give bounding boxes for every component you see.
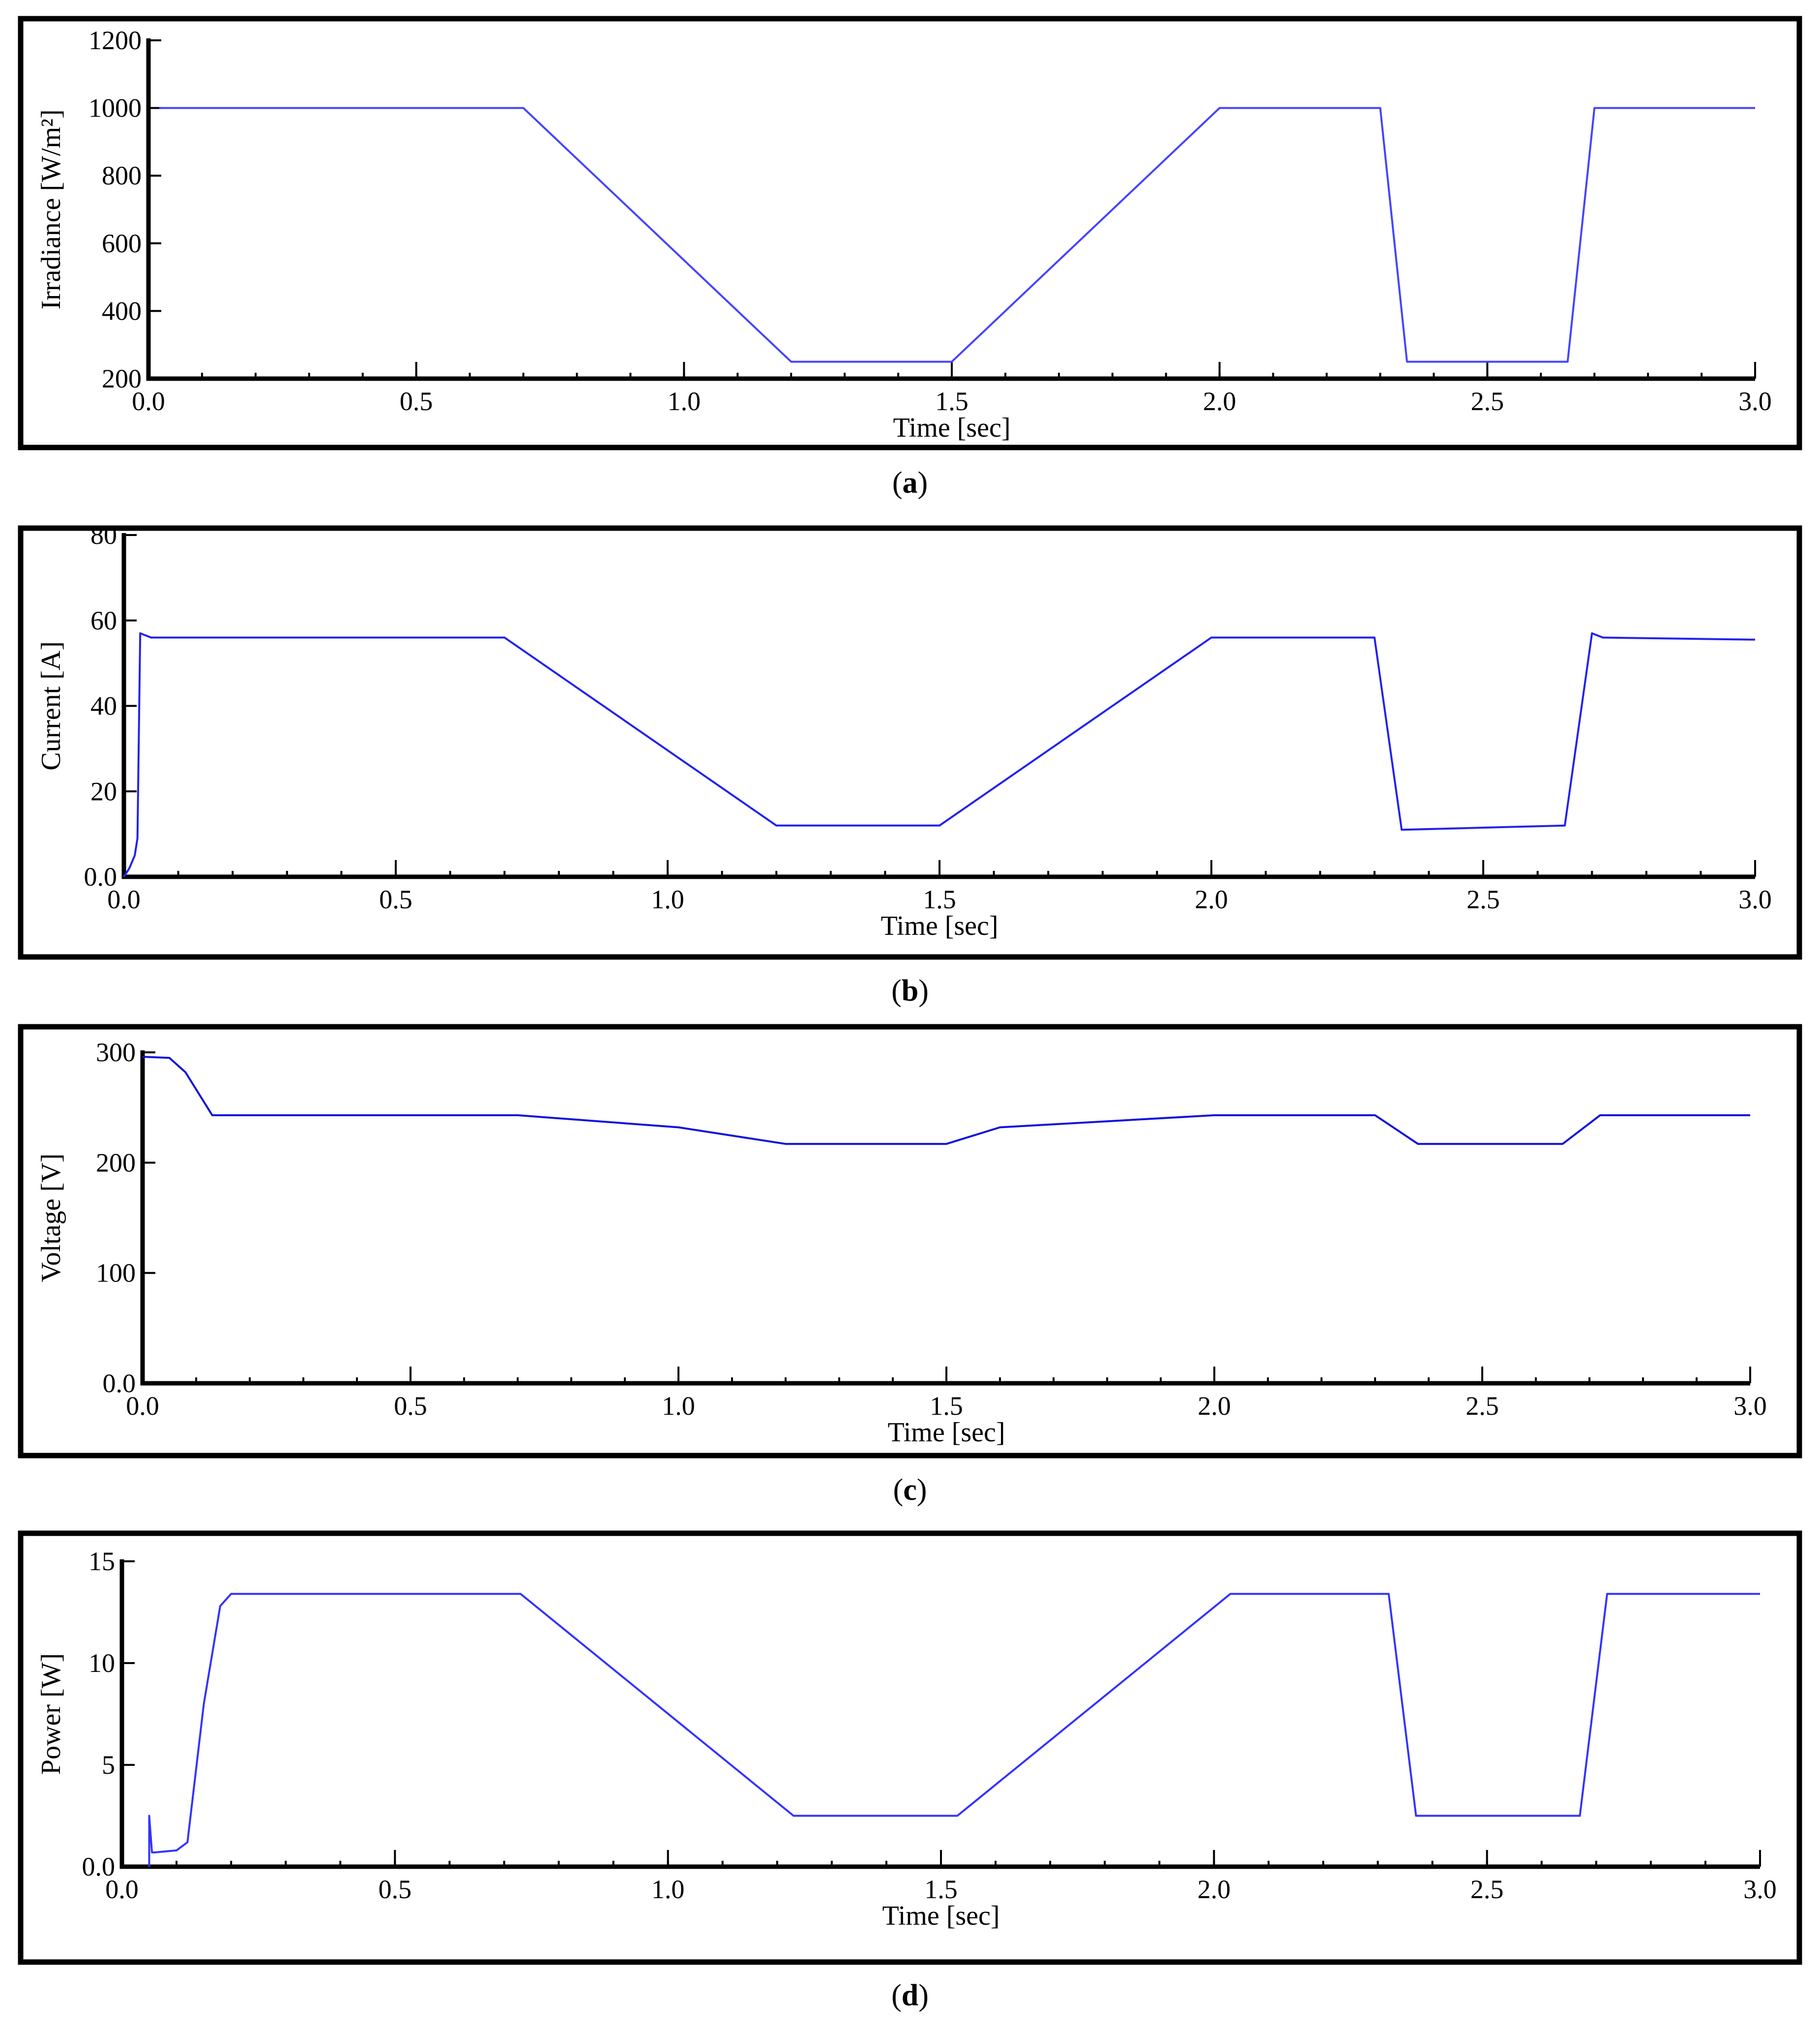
y-axis-title: Current [A] bbox=[36, 641, 66, 771]
y-tick-label: 400 bbox=[102, 296, 142, 326]
chart-panel-b: 0.0 0.5 1.0 1.5 2.0 2.5 3.0 0.0 20 40 60 80 Time [se… bbox=[18, 520, 1802, 1008]
x-tick-label: 1.0 bbox=[651, 885, 684, 914]
x-axis-title: Time [sec] bbox=[882, 1901, 999, 1931]
x-tick-label: 0.5 bbox=[400, 387, 433, 416]
panel-caption: (a) bbox=[892, 466, 928, 500]
chart-frame bbox=[18, 525, 1802, 960]
y-tick-label: 15 bbox=[88, 1547, 115, 1576]
x-tick-label: 2.0 bbox=[1198, 1391, 1231, 1421]
y-tick-label: 0.0 bbox=[82, 1852, 116, 1881]
x-tick-label: 2.5 bbox=[1470, 1875, 1504, 1904]
y-tick-label: 40 bbox=[90, 691, 117, 721]
y-tick-label: 300 bbox=[96, 1038, 136, 1067]
x-tick-label: 2.0 bbox=[1195, 885, 1228, 914]
caption-letter: a bbox=[903, 466, 918, 500]
panel-caption: (d) bbox=[891, 1979, 929, 2012]
x-tick-label: 2.0 bbox=[1198, 1875, 1231, 1904]
chart-frame bbox=[18, 1530, 1802, 1965]
x-tick-label: 0.5 bbox=[379, 1875, 412, 1904]
x-tick-label: 2.5 bbox=[1467, 885, 1500, 914]
x-tick-label: 0.0 bbox=[105, 1875, 139, 1904]
chart-panel-d: 0.0 0.5 1.0 1.5 2.0 2.5 3.0 0.0 5 10 15 Time [sec] P… bbox=[18, 1530, 1802, 2012]
x-tick-label: 1.5 bbox=[923, 885, 956, 914]
x-tick-label: 3.0 bbox=[1743, 1875, 1777, 1904]
x-tick-label: 0.0 bbox=[126, 1391, 159, 1421]
chart-frame bbox=[18, 1024, 1802, 1459]
y-tick-label: 200 bbox=[102, 364, 142, 393]
caption-letter: d bbox=[902, 1979, 918, 2012]
panel-caption: (b) bbox=[891, 974, 929, 1008]
chart-frame bbox=[18, 16, 1802, 450]
series-line-0 bbox=[148, 1593, 1760, 1867]
x-tick-label: 1.0 bbox=[662, 1391, 695, 1421]
y-tick-label: 60 bbox=[90, 606, 117, 635]
x-axis-title: Time [sec] bbox=[893, 413, 1010, 443]
x-tick-label: 2.5 bbox=[1471, 387, 1504, 416]
y-tick-label: 800 bbox=[102, 161, 142, 190]
x-tick-label: 0.5 bbox=[394, 1391, 427, 1421]
x-tick-label: 0.5 bbox=[379, 885, 412, 914]
caption-letter: b bbox=[902, 974, 918, 1008]
series-line-0 bbox=[142, 1056, 1750, 1145]
x-axis-title: Time [sec] bbox=[887, 1417, 1005, 1448]
y-axis-title: Voltage [V] bbox=[36, 1154, 66, 1282]
y-axis-title: Power [W] bbox=[36, 1653, 66, 1775]
panel-caption: (c) bbox=[893, 1473, 927, 1507]
x-tick-label: 0.0 bbox=[107, 885, 141, 914]
x-tick-label: 1.0 bbox=[651, 1875, 685, 1904]
y-tick-label: 10 bbox=[88, 1648, 115, 1678]
y-tick-label: 0.0 bbox=[103, 1369, 136, 1398]
y-tick-label: 100 bbox=[96, 1258, 136, 1288]
y-tick-label: 200 bbox=[96, 1148, 136, 1177]
x-tick-label: 2.0 bbox=[1203, 387, 1236, 416]
caption-letter: c bbox=[903, 1473, 917, 1507]
y-tick-label: 20 bbox=[90, 776, 117, 806]
y-tick-label: 1200 bbox=[88, 26, 142, 55]
x-tick-label: 3.0 bbox=[1738, 885, 1772, 914]
x-tick-label: 3.0 bbox=[1738, 387, 1772, 416]
y-tick-label: 80 bbox=[90, 520, 117, 550]
y-tick-label: 1000 bbox=[88, 93, 142, 123]
x-axis-title: Time [sec] bbox=[881, 911, 998, 941]
chart-panel-a: 0.0 0.5 1.0 1.5 2.0 2.5 3.0 200 400 600 800 1000 120… bbox=[18, 16, 1802, 500]
x-tick-label: 1.5 bbox=[930, 1391, 963, 1421]
x-tick-label: 0.0 bbox=[132, 387, 165, 416]
x-tick-label: 3.0 bbox=[1733, 1391, 1767, 1421]
x-tick-label: 1.5 bbox=[935, 387, 969, 416]
y-tick-label: 600 bbox=[102, 229, 142, 258]
y-axis-title: Irradiance [W/m²] bbox=[36, 110, 66, 310]
series-line-0 bbox=[159, 107, 1755, 363]
y-tick-label: 5 bbox=[102, 1750, 115, 1780]
y-tick-label: 0.0 bbox=[84, 862, 117, 892]
x-tick-label: 1.5 bbox=[924, 1875, 958, 1904]
series-line-0 bbox=[123, 632, 1756, 878]
chart-panel-c: 0.0 0.5 1.0 1.5 2.0 2.5 3.0 0.0 100 200 300 Time [s… bbox=[18, 1024, 1802, 1507]
x-tick-label: 1.0 bbox=[668, 387, 701, 416]
x-tick-label: 2.5 bbox=[1466, 1391, 1499, 1421]
